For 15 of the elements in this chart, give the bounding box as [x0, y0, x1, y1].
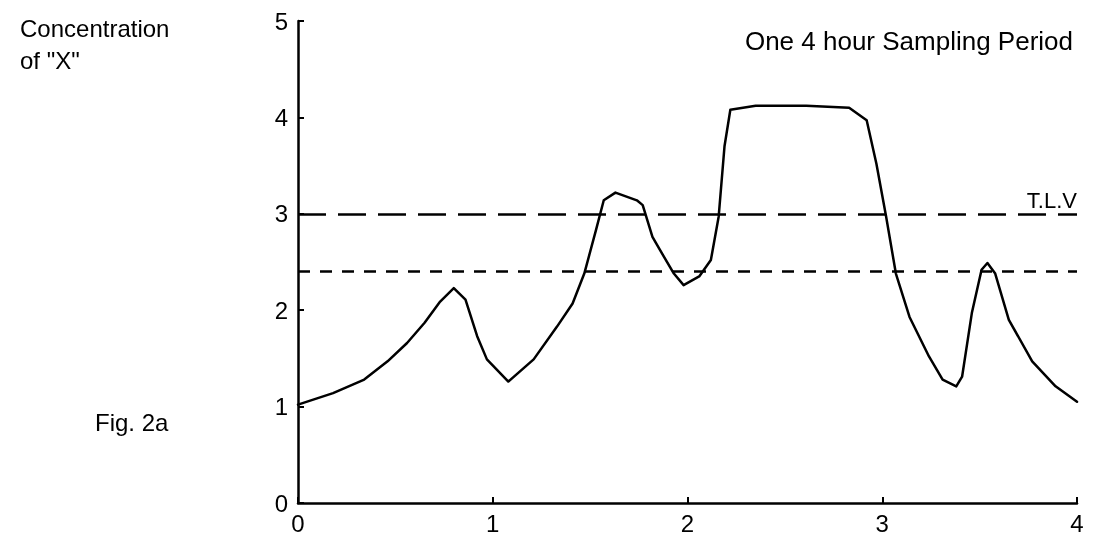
y-tick-label: 1 [274, 393, 288, 421]
y-tick-label: 5 [274, 7, 288, 35]
x-tick-label: 3 [875, 509, 889, 537]
x-tick-label: 1 [486, 509, 500, 537]
ref-line-label: T.L.V [1026, 188, 1078, 214]
x-tick-label: 2 [680, 509, 695, 537]
x-tick-label: 4 [1070, 509, 1084, 537]
y-tick-label: 4 [274, 103, 288, 131]
chart-title: One 4 hour Sampling Period [744, 26, 1074, 56]
caption: Fig. 2a [95, 408, 170, 436]
y-axis-title: Concentration of "X" [20, 14, 170, 74]
y-tick-label: 2 [274, 296, 288, 324]
y-tick-label: 0 [274, 489, 288, 517]
x-tick-label: 0 [291, 509, 305, 537]
y-tick-label: 3 [274, 200, 288, 228]
